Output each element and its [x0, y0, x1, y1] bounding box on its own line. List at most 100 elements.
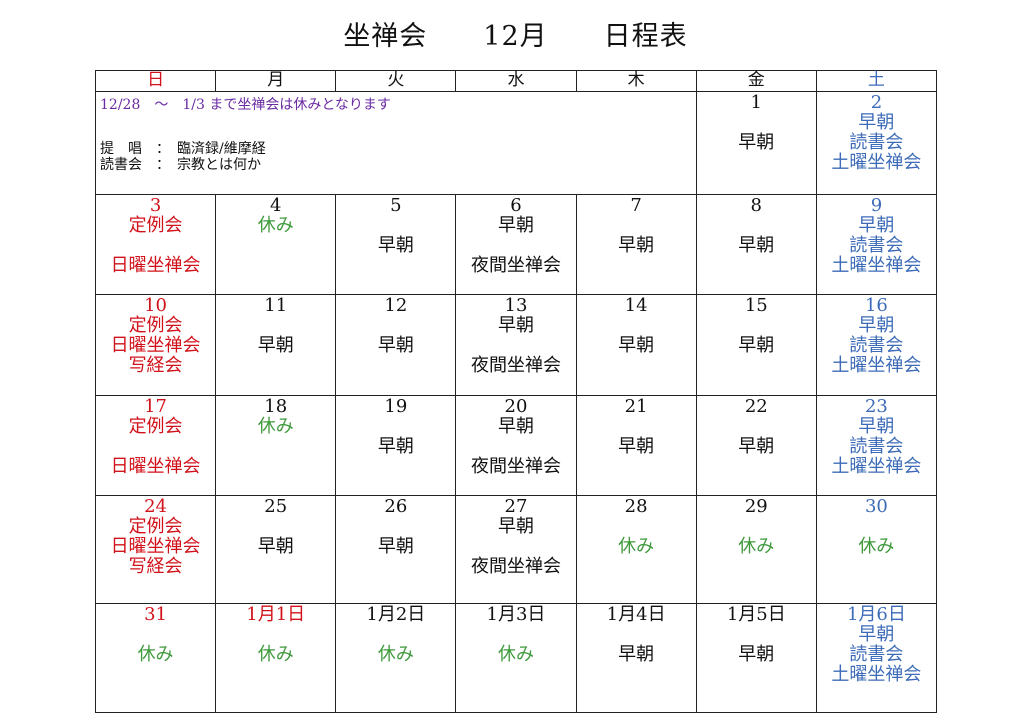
day-cell-sun-3: 3 定例会 日曜坐禅会 — [94, 193, 217, 296]
day-cell-jan-2: 1月2日 休み — [335, 603, 457, 713]
day-cell-sun-17: 17 定例会 日曜坐禅会 — [94, 394, 217, 496]
day-number: 1月2日 — [366, 604, 426, 626]
event-closed: 休み — [858, 535, 895, 557]
event-early-morning: 早朝 — [738, 132, 775, 154]
day-number: 22 — [744, 395, 768, 417]
event-early-morning: 早朝 — [618, 335, 655, 357]
day-cell-wed-13: 13 早朝 夜間坐禅会 — [455, 294, 577, 396]
event-closed: 休み — [618, 535, 655, 557]
week-row-5: 24 定例会 日曜坐禅会 写経会 25 早朝 26 早朝 27 早朝 夜間坐禅会… — [94, 494, 938, 605]
notice-cell: 12/28 ～ 1/3 まで坐禅会は休みとなります 提 唱 ： 臨済録/維摩経 … — [95, 91, 697, 195]
day-number: 19 — [384, 395, 408, 417]
day-number: 28 — [624, 495, 648, 517]
event-sunday-zazen: 日曜坐禅会 — [110, 254, 201, 276]
day-number: 13 — [504, 295, 528, 317]
week-row-4: 17 定例会 日曜坐禅会 18 休み 19 早朝 20 早朝 夜間坐禅会 21 … — [94, 394, 938, 496]
day-cell-sat-9: 9 早朝 読書会 土曜坐禅会 — [815, 193, 938, 296]
day-number: 1月1日 — [246, 604, 306, 626]
day-cell-fri-8: 8 早朝 — [695, 193, 817, 296]
day-cell-sat-2: 2 早朝 読書会 土曜坐禅会 — [815, 91, 938, 195]
event-evening-zazen: 夜間坐禅会 — [470, 555, 561, 577]
day-number: 26 — [384, 495, 408, 517]
event-early-morning: 早朝 — [858, 624, 895, 646]
notice-block: 12/28 ～ 1/3 まで坐禅会は休みとなります 提 唱 ： 臨済録/維摩経 … — [96, 92, 696, 173]
event-early-morning: 早朝 — [497, 315, 534, 337]
day-number: 10 — [144, 295, 168, 317]
event-early-morning: 早朝 — [618, 644, 655, 666]
day-cell-wed-20: 20 早朝 夜間坐禅会 — [455, 394, 577, 496]
event-early-morning: 早朝 — [497, 214, 534, 236]
event-saturday-zazen: 土曜坐禅会 — [831, 254, 922, 276]
day-cell-jan-1: 1月1日 休み — [215, 603, 337, 713]
header-tue: 火 — [335, 69, 457, 93]
week-row-1: 12/28 ～ 1/3 まで坐禅会は休みとなります 提 唱 ： 臨済録/維摩経 … — [95, 91, 938, 195]
weekday-header-row: 日 月 火 水 木 金 土 — [94, 69, 938, 93]
event-evening-zazen: 夜間坐禅会 — [470, 355, 561, 377]
event-early-morning: 早朝 — [497, 415, 534, 437]
day-number: 3 — [149, 194, 162, 216]
page-title: 坐禅会 12月 日程表 — [343, 21, 688, 52]
week-row-2: 3 定例会 日曜坐禅会 4 休み 5 早朝 6 早朝 夜間坐禅会 7 早朝 8 — [94, 193, 938, 296]
event-regular-meeting: 定例会 — [128, 214, 183, 236]
day-cell-sat-30: 30 休み — [815, 494, 938, 605]
event-early-morning: 早朝 — [377, 335, 414, 357]
day-number: 27 — [504, 495, 528, 517]
day-cell-mon-11: 11 早朝 — [215, 294, 337, 396]
day-number: 4 — [269, 194, 282, 216]
day-number: 1月3日 — [486, 604, 546, 626]
day-number: 21 — [624, 395, 648, 417]
day-cell-mon-4: 4 休み — [215, 193, 337, 296]
event-saturday-zazen: 土曜坐禅会 — [831, 152, 922, 174]
day-number: 15 — [744, 295, 768, 317]
day-number: 29 — [744, 495, 768, 517]
day-cell-wed-6: 6 早朝 夜間坐禅会 — [455, 193, 577, 296]
day-cell-fri-1: 1 早朝 — [695, 91, 817, 195]
day-number: 6 — [510, 194, 522, 216]
event-early-morning: 早朝 — [377, 234, 414, 256]
day-number: 31 — [144, 604, 168, 626]
event-early-morning: 早朝 — [738, 644, 775, 666]
event-early-morning: 早朝 — [858, 112, 895, 134]
header-thu: 木 — [575, 69, 697, 93]
event-sutra-copying: 写経会 — [128, 355, 183, 377]
event-early-morning: 早朝 — [257, 535, 294, 557]
event-reading-group: 読書会 — [849, 234, 904, 256]
event-closed: 休み — [257, 415, 294, 437]
event-early-morning: 早朝 — [377, 435, 414, 457]
day-cell-fri-15: 15 早朝 — [695, 294, 817, 396]
day-cell-wed-27: 27 早朝 夜間坐禅会 — [455, 494, 577, 605]
event-early-morning: 早朝 — [618, 234, 655, 256]
day-number: 25 — [264, 495, 288, 517]
day-number: 14 — [624, 295, 648, 317]
notice-closure: 12/28 ～ 1/3 まで坐禅会は休みとなります — [100, 97, 391, 114]
header-fri: 金 — [695, 69, 817, 93]
day-cell-sat-16: 16 早朝 読書会 土曜坐禅会 — [815, 294, 938, 396]
day-number: 11 — [264, 295, 288, 317]
event-evening-zazen: 夜間坐禅会 — [470, 455, 561, 477]
event-sunday-zazen: 日曜坐禅会 — [110, 455, 201, 477]
event-closed: 休み — [137, 644, 174, 666]
event-saturday-zazen: 土曜坐禅会 — [831, 355, 922, 377]
event-saturday-zazen: 土曜坐禅会 — [831, 664, 922, 686]
event-reading-group: 読書会 — [849, 435, 904, 457]
event-closed: 休み — [497, 644, 534, 666]
event-regular-meeting: 定例会 — [128, 315, 183, 337]
notice-reading: 読書会 ： 宗教とは何か — [100, 157, 261, 174]
day-number: 24 — [144, 495, 168, 517]
day-number: 20 — [504, 395, 528, 417]
event-early-morning: 早朝 — [618, 435, 655, 457]
day-cell-jan-4: 1月4日 早朝 — [575, 603, 697, 713]
day-cell-thu-7: 7 早朝 — [575, 193, 697, 296]
day-number: 1 — [750, 92, 762, 114]
day-cell-jan-5: 1月5日 早朝 — [695, 603, 817, 713]
day-cell-thu-14: 14 早朝 — [575, 294, 697, 396]
event-early-morning: 早朝 — [858, 315, 895, 337]
day-number: 23 — [864, 395, 888, 417]
day-cell-fri-22: 22 早朝 — [695, 394, 817, 496]
event-early-morning: 早朝 — [377, 535, 414, 557]
day-number: 5 — [390, 194, 402, 216]
event-sunday-zazen: 日曜坐禅会 — [110, 335, 201, 357]
event-closed: 休み — [377, 644, 414, 666]
event-closed: 休み — [738, 535, 775, 557]
day-cell-sun-10: 10 定例会 日曜坐禅会 写経会 — [94, 294, 217, 396]
